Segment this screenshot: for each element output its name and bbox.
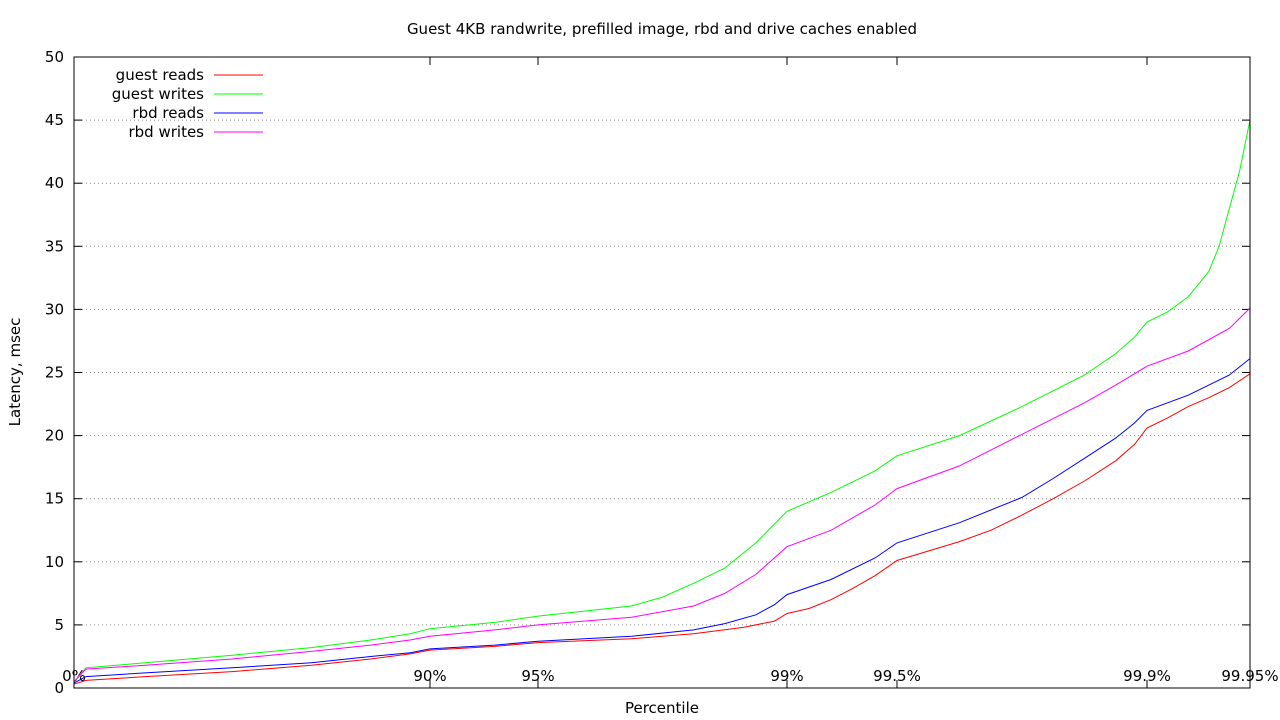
x-tick-label: 99.5%: [873, 667, 921, 685]
y-tick-label: 15: [45, 490, 64, 508]
chart-title: Guest 4KB randwrite, prefilled image, rb…: [407, 20, 917, 38]
series-line-guest-reads: [73, 373, 1251, 685]
y-tick-label: 10: [45, 553, 64, 571]
legend-label: rbd writes: [128, 123, 204, 141]
y-tick-label: 0: [54, 679, 64, 697]
y-axis-ticks: 0 5 10 15 20 25 30 35 40 45 50: [45, 48, 1250, 697]
y-tick-label: 35: [45, 237, 64, 255]
y-tick-label: 40: [45, 174, 64, 192]
y-tick-label: 50: [45, 48, 64, 66]
series-line-rbd-writes: [73, 307, 1251, 683]
legend-label: rbd reads: [132, 104, 204, 122]
series-lines: [73, 120, 1251, 685]
series-line-guest-writes: [73, 120, 1251, 683]
x-tick-label: 99%: [770, 667, 803, 685]
x-tick-label: 99.9%: [1123, 667, 1171, 685]
legend-label: guest writes: [112, 85, 204, 103]
legend-label: guest reads: [116, 66, 205, 84]
y-tick-label: 30: [45, 300, 64, 318]
grid-lines: [74, 119, 1250, 626]
y-axis-label: Latency, msec: [6, 318, 24, 427]
x-tick-label: 95%: [521, 667, 554, 685]
y-tick-label: 5: [54, 616, 64, 634]
x-axis-label: Percentile: [625, 699, 699, 717]
plot-border: [73, 56, 1251, 689]
series-line-rbd-reads: [73, 358, 1251, 684]
y-tick-label: 45: [45, 111, 64, 129]
y-tick-label: 20: [45, 427, 64, 445]
y-tick-label: 25: [45, 364, 64, 382]
x-tick-label: 90%: [413, 667, 446, 685]
